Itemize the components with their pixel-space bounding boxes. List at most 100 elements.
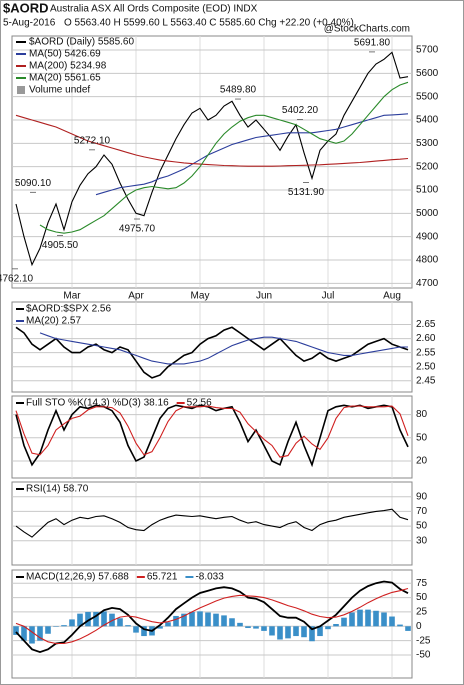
series-line [15, 404, 409, 468]
histogram-bar [229, 618, 235, 627]
x-tick-label: May [191, 291, 210, 302]
histogram-bar [157, 626, 163, 629]
y-tick-label: 80 [416, 409, 428, 420]
y-tick-label: 30 [416, 535, 428, 546]
histogram-bar [261, 626, 267, 631]
annotation: 5090.10 [15, 178, 52, 189]
x-tick-label: Mar [63, 291, 81, 302]
y-tick-label: 5400 [416, 115, 439, 126]
chart-title: Australia ASX All Ords Composite (EOD) I… [50, 4, 258, 15]
histogram-bar [117, 618, 123, 627]
histogram-bar [333, 624, 339, 627]
y-tick-label: 50 [416, 432, 428, 443]
histogram-bar [125, 625, 131, 627]
series-line [15, 326, 409, 379]
histogram-bar [245, 626, 251, 629]
y-tick-label: 2.60 [416, 333, 436, 344]
histogram-bar [389, 616, 395, 627]
y-tick-label: 5000 [416, 208, 439, 219]
y-tick-label: 5300 [416, 138, 439, 149]
legend-swatch [17, 86, 25, 94]
series-line [15, 51, 409, 267]
panel [11, 395, 413, 479]
histogram-bar [37, 626, 43, 641]
y-tick-label: -50 [416, 650, 431, 661]
y-tick-label: 2.50 [416, 361, 436, 372]
legend-label: -8.033 [195, 572, 224, 583]
series-line [95, 113, 409, 196]
histogram-bar [69, 619, 75, 627]
histogram-bar [197, 611, 203, 627]
histogram-bar [269, 626, 275, 636]
histogram-bar [357, 609, 363, 627]
legend-label: Full STO %K(14,3) %D(3) 38.16 [26, 398, 169, 409]
x-tick-label: Apr [128, 291, 144, 302]
histogram-bar [165, 622, 171, 627]
histogram-bar [309, 626, 315, 642]
y-tick-label: 20 [416, 456, 428, 467]
legend-label: Volume undef [29, 85, 90, 96]
legend-label: MA(20) 2.57 [26, 316, 81, 327]
histogram-bar [213, 613, 219, 627]
histogram-bar [365, 609, 371, 627]
legend-label: RSI(14) 58.70 [26, 484, 89, 495]
histogram-bar [85, 611, 91, 627]
legend-label: MA(20) 5561.65 [29, 73, 101, 84]
histogram-bar [221, 615, 227, 627]
histogram-bar [317, 626, 323, 637]
histogram-bar [341, 617, 347, 627]
histogram-bar [189, 611, 195, 627]
y-tick-label: 5100 [416, 185, 439, 196]
panel [11, 481, 413, 566]
y-tick-label: 0 [416, 621, 422, 632]
y-tick-label: 5700 [416, 45, 439, 56]
annotation: 4762.10 [0, 273, 34, 284]
histogram-bar [381, 612, 387, 627]
panel [11, 35, 413, 289]
date: 5-Aug-2016 [3, 18, 56, 29]
legend-label: MA(50) 5426.69 [29, 49, 101, 60]
histogram-bar [21, 626, 27, 641]
y-tick-label: 2.55 [416, 347, 436, 358]
x-tick-label: Aug [383, 291, 401, 302]
histogram-bar [285, 626, 291, 639]
legend-label: $AORD:$SPX 2.56 [26, 304, 111, 315]
histogram-bar [141, 626, 147, 637]
y-tick-label: 50 [416, 592, 428, 603]
legend-label: 65.721 [147, 572, 178, 583]
annotation: 5272.10 [74, 135, 111, 146]
histogram-bar [53, 626, 59, 627]
y-tick-label: 2.45 [416, 375, 436, 386]
annotation: 5402.20 [282, 105, 319, 116]
histogram-bar [253, 626, 259, 629]
series-line [15, 580, 409, 654]
y-tick-label: 2.65 [416, 319, 436, 330]
legend-label: $AORD (Daily) 5585.60 [29, 37, 134, 48]
histogram-bar [373, 610, 379, 627]
y-tick-label: 75 [416, 578, 428, 589]
histogram-bar [349, 612, 355, 627]
histogram-bar [173, 615, 179, 627]
series-line [15, 114, 409, 167]
histogram-bar [293, 626, 299, 637]
histogram-bar [77, 613, 83, 627]
y-tick-label: 50 [416, 521, 428, 532]
annotation: 4975.70 [119, 224, 156, 235]
watermark: @StockCharts.com [324, 24, 410, 35]
annotation: 4905.50 [42, 240, 79, 251]
y-tick-label: 4800 [416, 255, 439, 266]
legend-label: 52.56 [187, 398, 212, 409]
histogram-bar [397, 624, 403, 627]
histogram-bar [181, 613, 187, 627]
histogram-bar [277, 626, 283, 640]
series-line [15, 405, 409, 458]
symbol: $AORD [3, 0, 49, 15]
histogram-bar [45, 626, 51, 634]
y-tick-label: 4900 [416, 231, 439, 242]
y-tick-label: 4700 [416, 278, 439, 289]
legend-label: MACD(12,26,9) 57.688 [26, 572, 129, 583]
series-line [15, 508, 409, 538]
series-line [39, 332, 408, 365]
y-tick-label: 5600 [416, 68, 439, 79]
